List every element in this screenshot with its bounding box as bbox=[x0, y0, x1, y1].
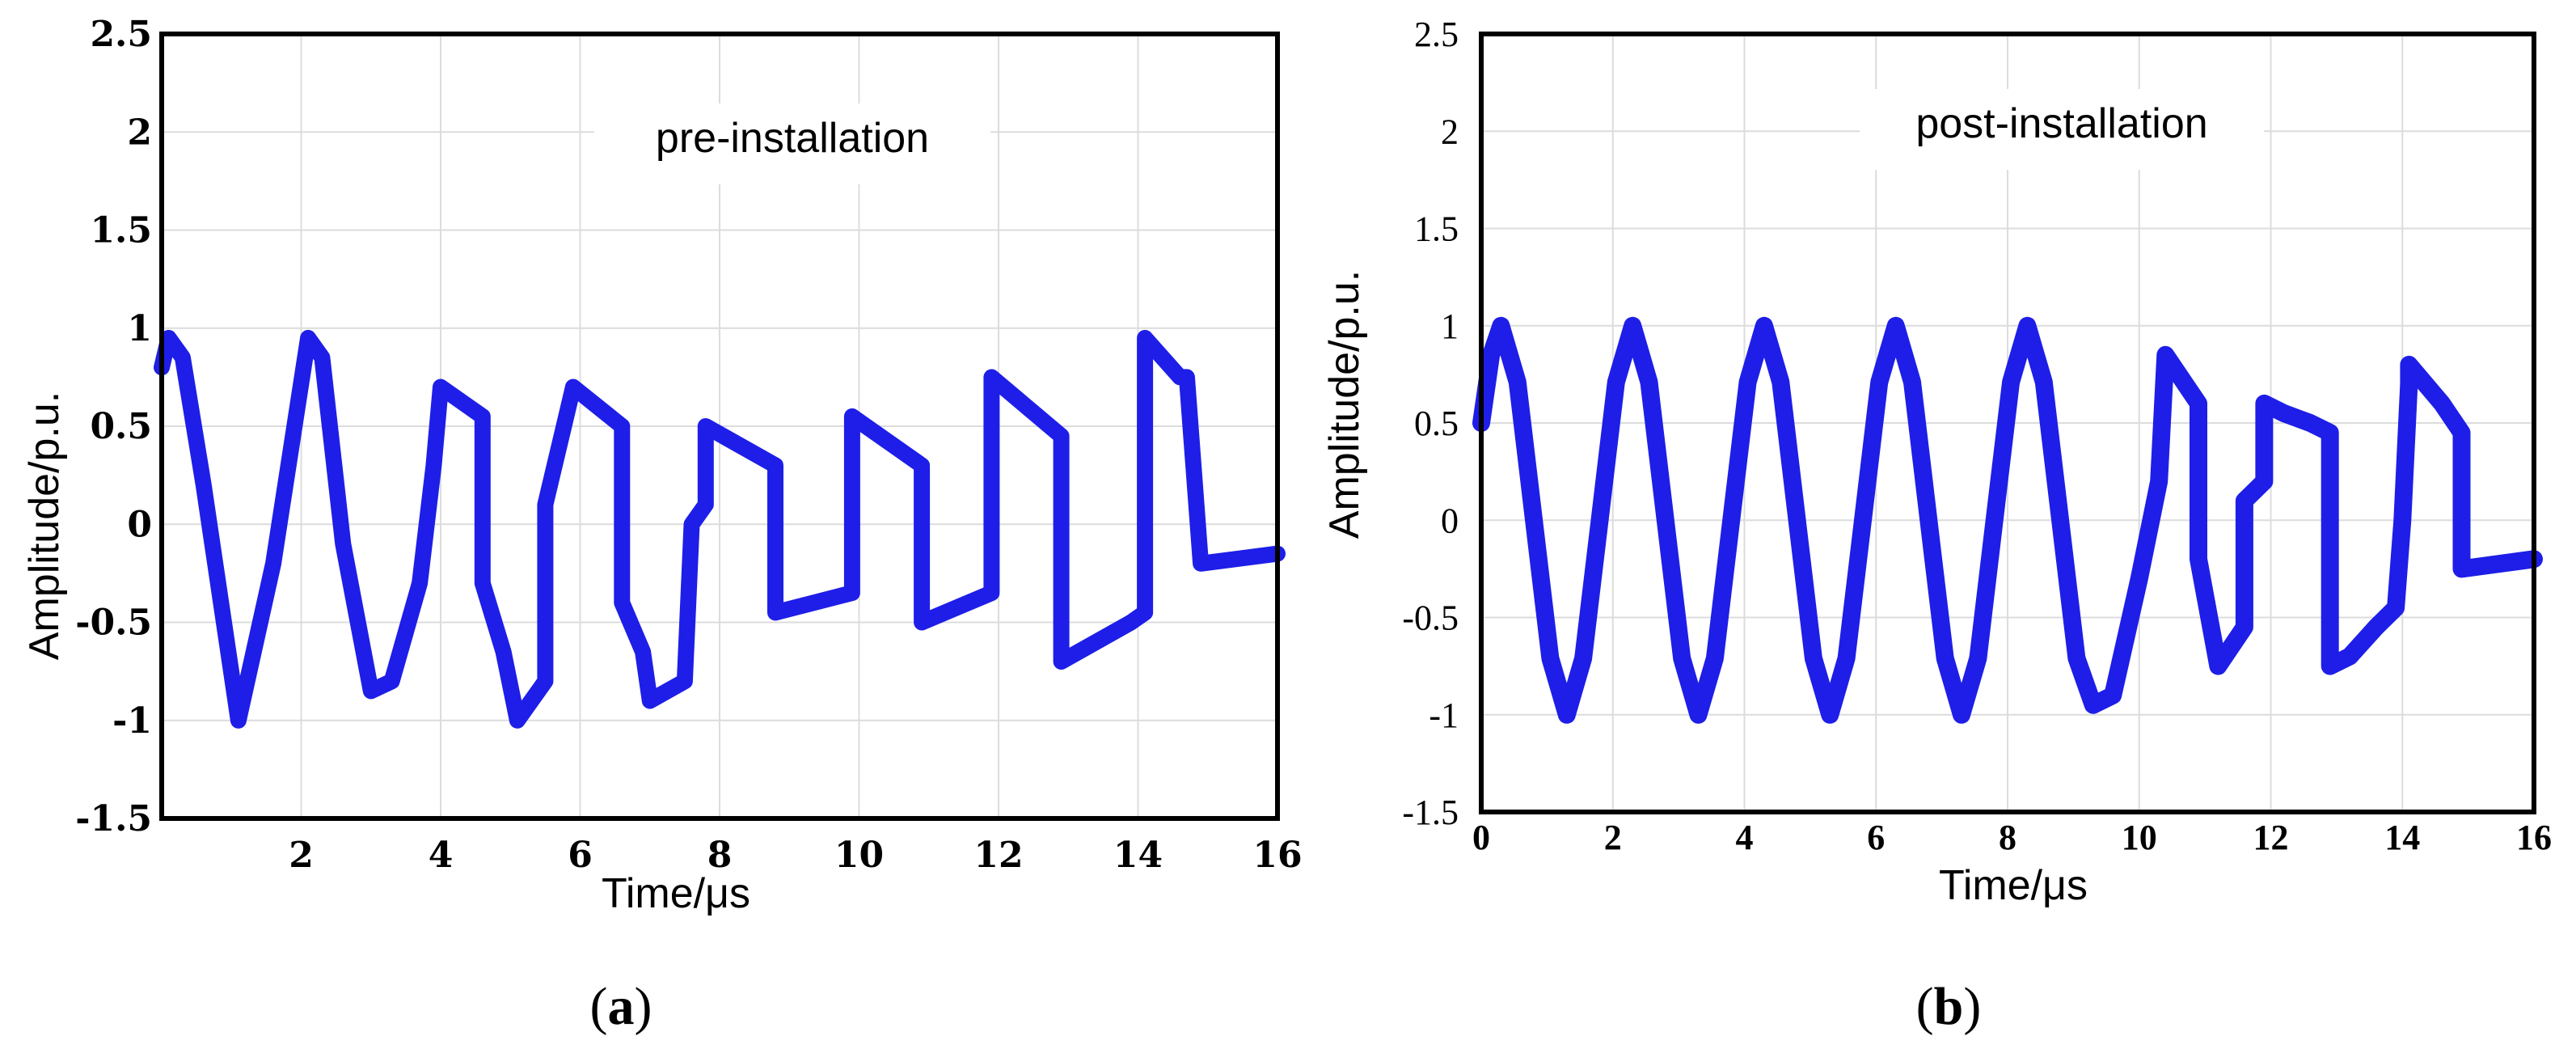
x-tick-label: 4 bbox=[1736, 818, 1754, 857]
y-tick-label: 1.5 bbox=[1414, 209, 1459, 249]
y-tick-label: 2 bbox=[127, 112, 152, 153]
x-tick-label: 8 bbox=[707, 835, 733, 876]
title-background-a bbox=[594, 104, 990, 184]
chart-panel-a: 2.5 2 1.5 1 0.5 0 -0.5 -1 -1.5 2 4 6 8 10 12 14 16 pre-… bbox=[21, 14, 1303, 1036]
x-axis-label-b: Time/μs bbox=[1939, 862, 2088, 909]
x-tick-label: 12 bbox=[973, 835, 1023, 876]
caption-letter-a: a bbox=[608, 977, 635, 1036]
y-tick-label: 0.5 bbox=[90, 406, 152, 447]
y-tick-label: 0 bbox=[127, 504, 152, 545]
x-tick-label: 6 bbox=[1867, 818, 1885, 857]
y-tick-label: 1 bbox=[127, 308, 152, 349]
x-tick-label: 14 bbox=[1113, 835, 1163, 876]
x-tick-label: 16 bbox=[2516, 818, 2552, 857]
x-tick-label: 2 bbox=[289, 835, 314, 876]
series-line-b bbox=[1472, 316, 2543, 724]
x-tick-labels-a: 2 4 6 8 10 12 14 16 bbox=[289, 835, 1302, 876]
x-tick-label: 0 bbox=[1472, 818, 1490, 857]
y-tick-label: -1.5 bbox=[1402, 793, 1459, 832]
y-tick-label: -1 bbox=[112, 700, 152, 742]
x-tick-label: 8 bbox=[1999, 818, 2016, 857]
plot-frame-a bbox=[159, 32, 1280, 821]
x-tick-labels-b: 0 2 4 6 8 10 12 14 16 bbox=[1472, 818, 2552, 857]
y-axis-label-b: Amplitude/p.u. bbox=[1321, 270, 1368, 539]
x-tick-label: 10 bbox=[2122, 818, 2157, 857]
title-background-b bbox=[1860, 89, 2264, 170]
y-tick-label: -0.5 bbox=[1402, 598, 1459, 638]
y-tick-label: -1.5 bbox=[75, 798, 152, 839]
x-axis-label-a: Time/μs bbox=[602, 870, 750, 917]
chart-title-b: post-installation bbox=[1915, 100, 2207, 147]
y-tick-label: 0 bbox=[1441, 501, 1459, 540]
series-line-a bbox=[154, 329, 1286, 729]
y-tick-labels-a: 2.5 2 1.5 1 0.5 0 -0.5 -1 -1.5 bbox=[75, 14, 152, 839]
panel-caption-a: (a) bbox=[590, 977, 652, 1036]
y-tick-labels-b: 2.5 2 1.5 1 0.5 0 -0.5 -1 -1.5 bbox=[1402, 15, 1459, 832]
x-tick-label: 6 bbox=[568, 835, 593, 876]
y-tick-label: 2 bbox=[1441, 112, 1459, 151]
y-tick-label: 0.5 bbox=[1414, 404, 1459, 443]
panel-caption-b: (b) bbox=[1916, 977, 1982, 1036]
x-tick-label: 2 bbox=[1604, 818, 1622, 857]
y-tick-label: 1 bbox=[1441, 307, 1459, 346]
y-tick-label: 2.5 bbox=[90, 14, 152, 55]
x-tick-label: 10 bbox=[834, 835, 884, 876]
x-tick-label: 14 bbox=[2384, 818, 2420, 857]
plot-frame-b bbox=[1479, 32, 2536, 814]
x-tick-label: 16 bbox=[1252, 835, 1302, 876]
x-tick-label: 12 bbox=[2253, 818, 2289, 857]
y-tick-label: -0.5 bbox=[75, 603, 152, 644]
y-axis-label-a: Amplitude/p.u. bbox=[21, 391, 68, 660]
chart-panel-b: 2.5 2 1.5 1 0.5 0 -0.5 -1 -1.5 0 2 4 6 8 10 12 14 16 pos… bbox=[1321, 15, 2552, 1036]
y-tick-label: 1.5 bbox=[90, 210, 152, 252]
caption-letter-b: b bbox=[1934, 977, 1964, 1036]
x-tick-label: 4 bbox=[429, 835, 454, 876]
chart-title-a: pre-installation bbox=[656, 115, 929, 162]
y-tick-label: -1 bbox=[1429, 696, 1459, 735]
y-tick-label: 2.5 bbox=[1414, 15, 1459, 54]
